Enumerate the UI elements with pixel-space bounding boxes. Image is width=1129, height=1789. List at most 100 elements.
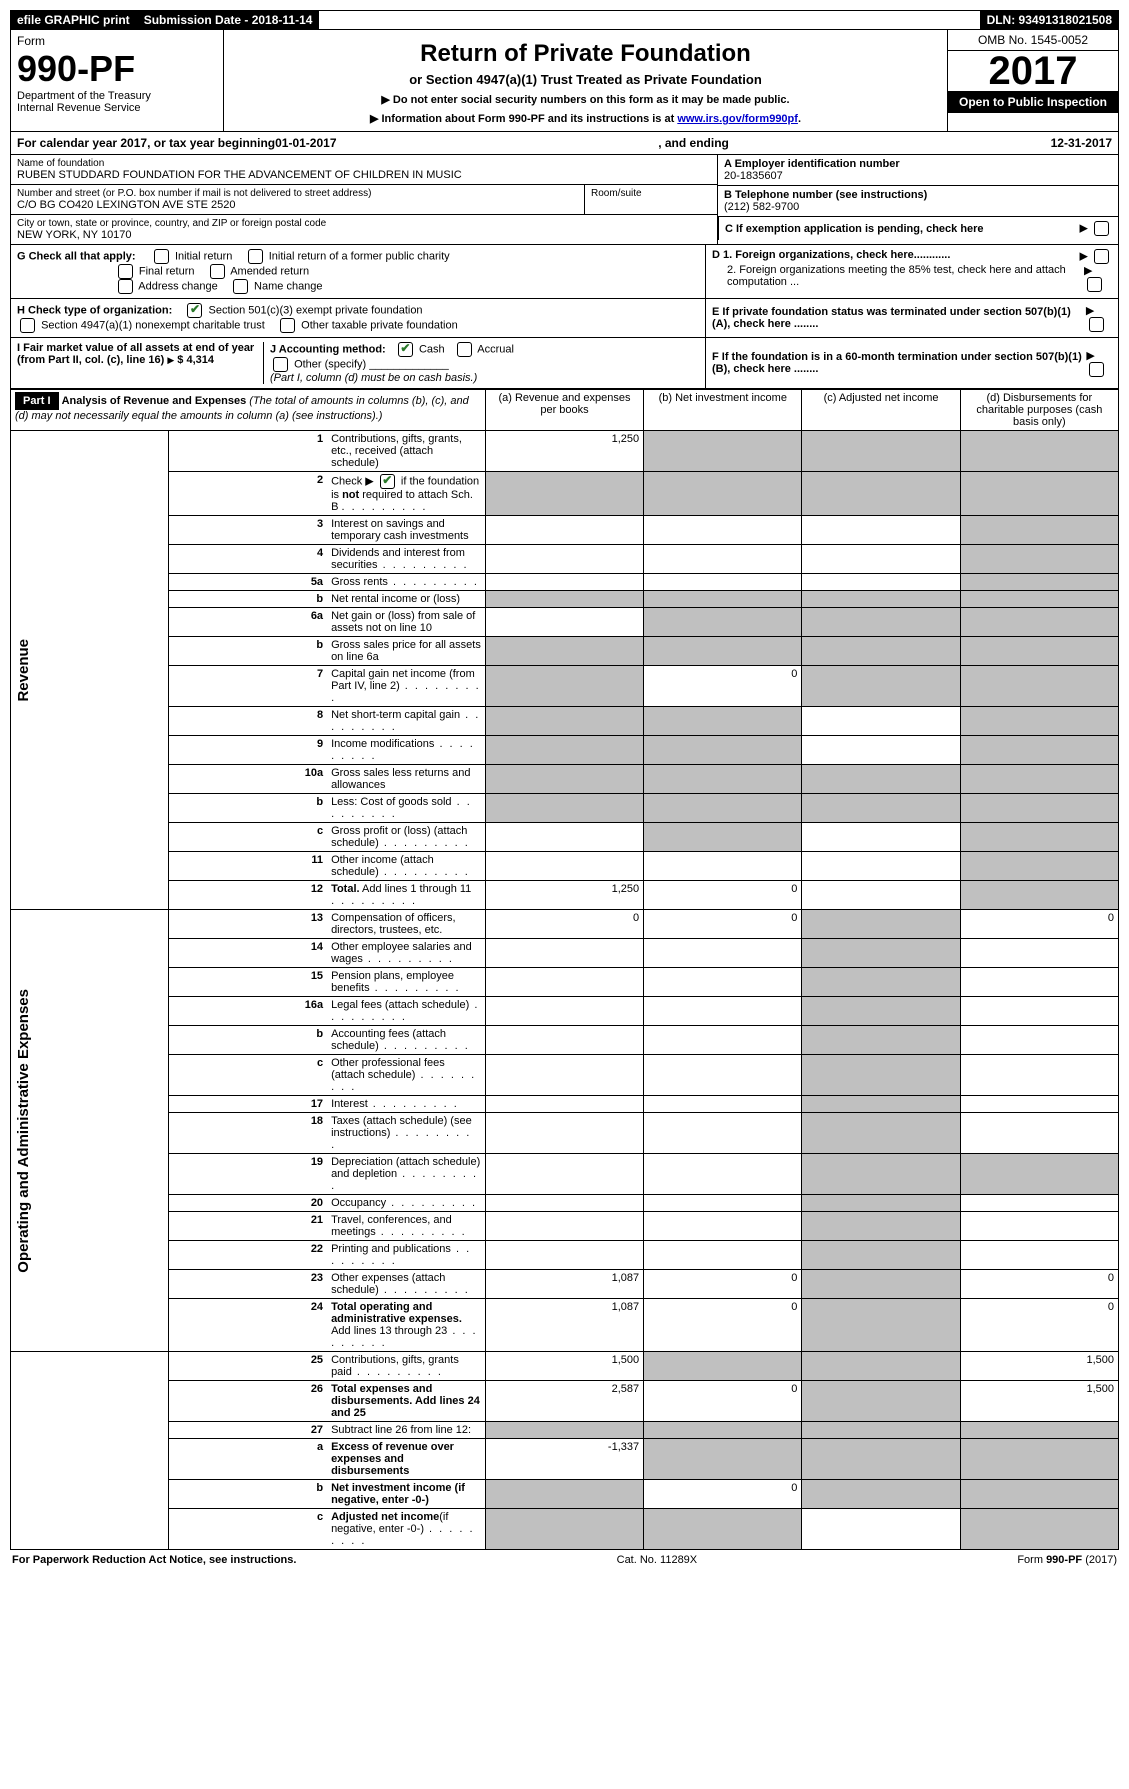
- expenses-label: Operating and Administrative Expenses: [15, 989, 32, 1273]
- i-value: $ 4,314: [177, 354, 214, 366]
- g-opt5: Name change: [254, 280, 323, 292]
- g-opt3: Amended return: [230, 265, 309, 277]
- table-row: 26Total expenses and disbursements. Add …: [11, 1381, 1119, 1422]
- j-accrual: Accrual: [477, 343, 514, 355]
- col-a-header: (a) Revenue and expenses per books: [485, 390, 643, 431]
- city-value: NEW YORK, NY 10170: [17, 229, 711, 241]
- cal-mid: , and ending: [337, 136, 1051, 150]
- table-row: 16aLegal fees (attach schedule): [11, 997, 1119, 1026]
- g-initial-former-checkbox[interactable]: [248, 249, 263, 264]
- g-amended-checkbox[interactable]: [210, 264, 225, 279]
- h-4947-checkbox[interactable]: [20, 318, 35, 333]
- room-cell: Room/suite: [584, 185, 717, 215]
- col-b-header: (b) Net investment income: [644, 390, 802, 431]
- table-row: 7Capital gain net income (from Part IV, …: [11, 666, 1119, 707]
- table-row: 22Printing and publications: [11, 1241, 1119, 1270]
- name-cell: Name of foundation RUBEN STUDDARD FOUNDA…: [11, 155, 717, 185]
- part1-title: Analysis of Revenue and Expenses: [62, 395, 247, 407]
- table-row: 2 Check ▶ ✔ if the foundation is not req…: [11, 472, 1119, 516]
- table-row: 6aNet gain or (loss) from sale of assets…: [11, 608, 1119, 637]
- table-row: cGross profit or (loss) (attach schedule…: [11, 823, 1119, 852]
- f-label: F If the foundation is in a 60-month ter…: [712, 351, 1082, 375]
- j-cash-checkbox[interactable]: ✔: [398, 342, 413, 357]
- h-opt1: Section 501(c)(3) exempt private foundat…: [209, 304, 423, 316]
- note2-pre: ▶ Information about Form 990-PF and its …: [370, 113, 677, 125]
- ij-section: I Fair market value of all assets at end…: [10, 338, 1119, 389]
- table-row: 14Other employee salaries and wages: [11, 939, 1119, 968]
- addr-value: C/O BG CO420 LEXINGTON AVE STE 2520: [17, 199, 578, 211]
- g-opt4: Address change: [138, 280, 218, 292]
- addr-row: Number and street (or P.O. box number if…: [11, 185, 717, 215]
- irs: Internal Revenue Service: [17, 102, 217, 114]
- top-bar: efile GRAPHIC print Submission Date - 20…: [10, 10, 1119, 30]
- col-c-header: (c) Adjusted net income: [802, 390, 960, 431]
- tel-label: B Telephone number (see instructions): [724, 189, 1112, 201]
- h-section: H Check type of organization: ✔ Section …: [10, 299, 1119, 338]
- form-header: Form 990-PF Department of the Treasury I…: [10, 30, 1119, 132]
- form-subtitle: or Section 4947(a)(1) Trust Treated as P…: [230, 72, 941, 87]
- col-d-header: (d) Disbursements for charitable purpose…: [960, 390, 1118, 431]
- g-label: G Check all that apply:: [17, 250, 136, 262]
- e-label: E If private foundation status was termi…: [712, 306, 1071, 330]
- f-checkbox[interactable]: [1089, 362, 1104, 377]
- h-label: H Check type of organization:: [17, 304, 172, 316]
- c-cell: C If exemption application is pending, c…: [718, 217, 1118, 240]
- header-right: OMB No. 1545-0052 2017 Open to Public In…: [948, 30, 1118, 131]
- g-opt2: Final return: [139, 265, 195, 277]
- cal-begin: 01-01-2017: [275, 136, 336, 150]
- header-left: Form 990-PF Department of the Treasury I…: [11, 30, 224, 131]
- table-row: Revenue 1 Contributions, gifts, grants, …: [11, 431, 1119, 472]
- main-table: Part I Analysis of Revenue and Expenses …: [10, 389, 1119, 1550]
- g-address-change-checkbox[interactable]: [118, 279, 133, 294]
- table-row: 23Other expenses (attach schedule)1,0870…: [11, 1270, 1119, 1299]
- j-other-checkbox[interactable]: [273, 357, 288, 372]
- irs-link[interactable]: www.irs.gov/form990pf: [677, 113, 798, 125]
- cal-end: 12-31-2017: [1051, 136, 1112, 150]
- footer-left: For Paperwork Reduction Act Notice, see …: [12, 1554, 296, 1566]
- d1-checkbox[interactable]: [1094, 249, 1109, 264]
- tel-value: (212) 582-9700: [724, 201, 1112, 213]
- d2: 2. Foreign organizations meeting the 85%…: [712, 264, 1084, 292]
- note2: ▶ Information about Form 990-PF and its …: [230, 112, 941, 125]
- table-row: 5aGross rents: [11, 574, 1119, 591]
- cal-pre: For calendar year 2017, or tax year begi…: [17, 136, 275, 150]
- table-row: 10aGross sales less returns and allowanc…: [11, 765, 1119, 794]
- table-row: 20Occupancy: [11, 1195, 1119, 1212]
- f-right: F If the foundation is in a 60-month ter…: [705, 338, 1118, 388]
- ein-cell: A Employer identification number 20-1835…: [718, 155, 1118, 186]
- h-501c3-checkbox[interactable]: ✔: [187, 303, 202, 318]
- h-left: H Check type of organization: ✔ Section …: [11, 299, 705, 337]
- j-label: J Accounting method:: [270, 343, 386, 355]
- j-accrual-checkbox[interactable]: [457, 342, 472, 357]
- note1: ▶ Do not enter social security numbers o…: [230, 93, 941, 106]
- addr-cell: Number and street (or P.O. box number if…: [11, 185, 584, 215]
- table-row: 8Net short-term capital gain: [11, 707, 1119, 736]
- g-final-return-checkbox[interactable]: [118, 264, 133, 279]
- j-note: (Part I, column (d) must be on cash basi…: [270, 372, 477, 384]
- city-label: City or town, state or province, country…: [17, 218, 711, 229]
- spacer: [319, 10, 979, 30]
- j-box: J Accounting method: ✔ Cash Accrual Othe…: [264, 342, 699, 384]
- table-row: bAccounting fees (attach schedule): [11, 1026, 1119, 1055]
- foundation-name: RUBEN STUDDARD FOUNDATION FOR THE ADVANC…: [17, 169, 711, 181]
- j-cash: Cash: [419, 343, 445, 355]
- schb-checkbox[interactable]: ✔: [380, 474, 395, 489]
- c-checkbox[interactable]: [1094, 221, 1109, 236]
- d2-checkbox[interactable]: [1087, 277, 1102, 292]
- table-row: 9Income modifications: [11, 736, 1119, 765]
- calendar-year: For calendar year 2017, or tax year begi…: [10, 132, 1119, 155]
- info-left: Name of foundation RUBEN STUDDARD FOUNDA…: [11, 155, 717, 244]
- tax-year: 2017: [948, 51, 1118, 91]
- addr-label: Number and street (or P.O. box number if…: [17, 188, 578, 199]
- e-right: E If private foundation status was termi…: [705, 299, 1118, 337]
- table-row: 24Total operating and administrative exp…: [11, 1299, 1119, 1352]
- e-checkbox[interactable]: [1089, 317, 1104, 332]
- header-mid: Return of Private Foundation or Section …: [224, 30, 948, 131]
- h-other-checkbox[interactable]: [280, 318, 295, 333]
- part1-header: Part I: [15, 392, 59, 410]
- g-initial-return-checkbox[interactable]: [154, 249, 169, 264]
- city-cell: City or town, state or province, country…: [11, 215, 717, 244]
- g-name-change-checkbox[interactable]: [233, 279, 248, 294]
- open-public: Open to Public Inspection: [948, 91, 1118, 113]
- table-row: 19Depreciation (attach schedule) and dep…: [11, 1154, 1119, 1195]
